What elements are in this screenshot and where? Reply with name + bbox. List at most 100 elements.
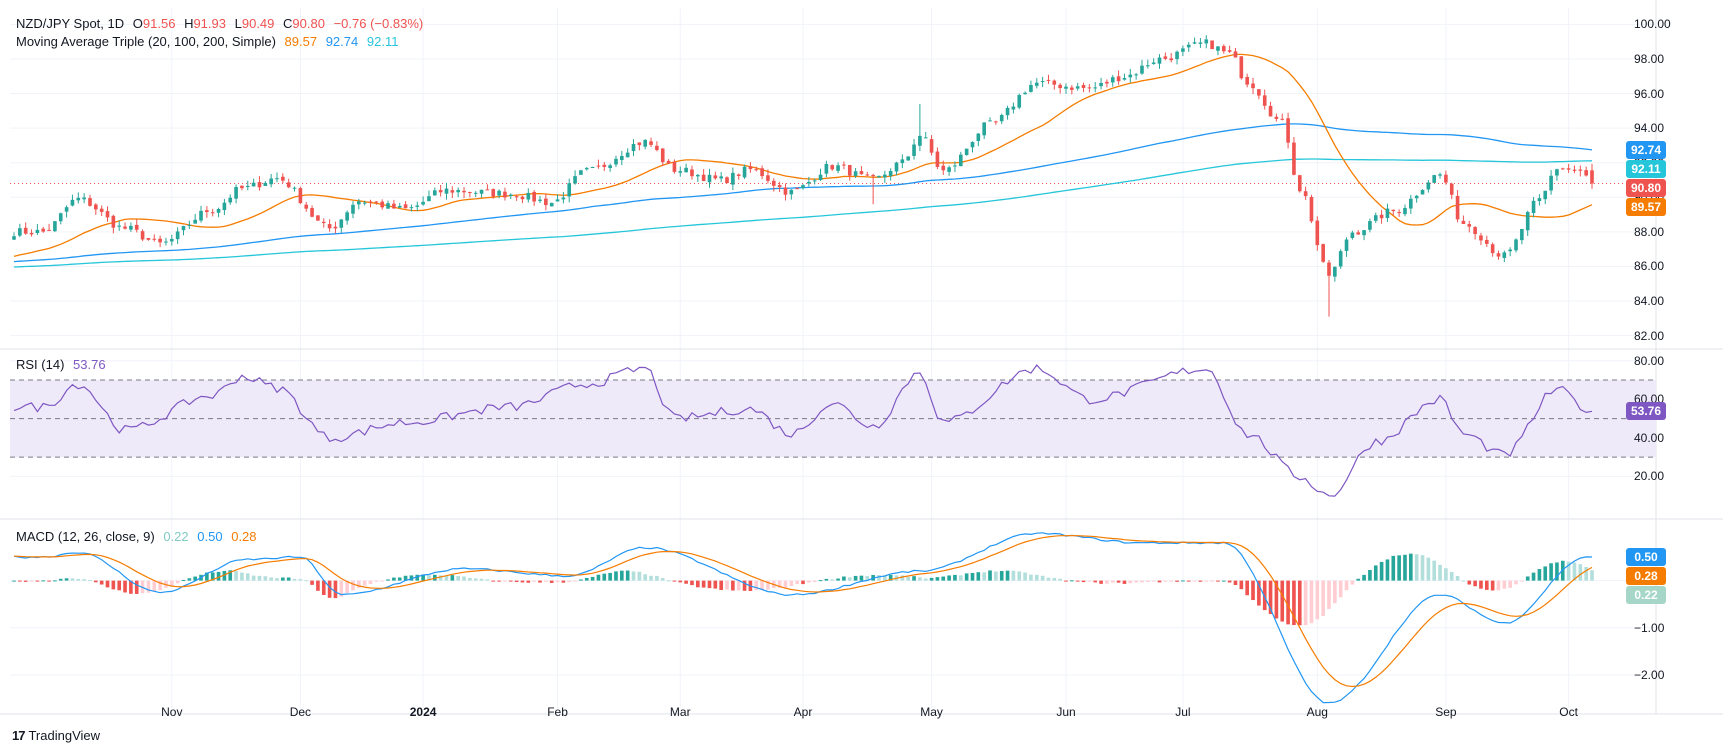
candle-body [532, 191, 536, 202]
candle-body [1093, 87, 1098, 89]
candle-body [1146, 65, 1150, 67]
candle-body [1572, 169, 1577, 171]
macd-tag: 0.28 [1626, 567, 1666, 586]
macd-histogram-bar [1268, 580, 1273, 615]
macd-histogram-bar [134, 580, 139, 594]
macd-histogram-bar [1005, 570, 1010, 581]
candle-body [1122, 77, 1127, 80]
time-tick-label: Jul [1175, 705, 1191, 719]
macd-histogram-bar [503, 580, 507, 582]
candle-body [970, 142, 975, 148]
candle-body [958, 154, 963, 167]
macd-histogram-bar [1414, 554, 1419, 581]
candle-body [1560, 168, 1565, 170]
candle-body [374, 201, 379, 203]
macd-histogram-bar [298, 579, 303, 581]
candle-body [134, 224, 139, 230]
macd-histogram-bar [351, 580, 355, 591]
candle-body [427, 196, 431, 202]
candle-body [1099, 82, 1103, 87]
macd-histogram-bar [41, 580, 46, 582]
candle-body [1017, 95, 1022, 108]
macd-histogram-bar [608, 572, 612, 581]
macd-name[interactable]: MACD (12, 26, close, 9) [16, 529, 155, 544]
macd-histogram-bar [1251, 580, 1255, 601]
candle-body [1555, 169, 1559, 176]
ma20-value: 89.57 [284, 34, 318, 49]
candle-body [602, 164, 607, 167]
candle-body [929, 139, 934, 153]
candle-body [754, 169, 759, 171]
macd-histogram-bar [374, 580, 379, 582]
candle-body [620, 155, 624, 161]
macd-histogram-bar [1397, 555, 1401, 581]
macd-histogram-bar [672, 580, 677, 582]
candle-body [187, 224, 192, 226]
candle-body [625, 152, 630, 158]
candle-body [35, 229, 40, 234]
time-tick-label: Dec [289, 705, 312, 719]
macd-histogram-bar [1368, 569, 1372, 581]
macd-histogram-bar [1297, 580, 1302, 626]
time-tick-label: Nov [161, 705, 183, 719]
candle-body [1409, 198, 1413, 209]
candle-body [1181, 48, 1185, 52]
candle-body [1011, 106, 1016, 110]
candle-body [871, 174, 875, 177]
candle-body [1245, 77, 1249, 85]
candle-body [538, 199, 542, 201]
macd-histogram-bar [1146, 580, 1150, 582]
macd-histogram-bar [1087, 580, 1092, 582]
macd-histogram-bar [1105, 580, 1109, 584]
tradingview-logo[interactable]: 17 TradingView [12, 728, 100, 743]
macd-histogram-bar [1157, 580, 1162, 583]
ma-name[interactable]: Moving Average Triple (20, 100, 200, Sim… [16, 34, 276, 49]
symbol-name[interactable]: NZD/JPY Spot, 1D [16, 16, 125, 31]
candle-body [1473, 227, 1477, 235]
price-tick-label: 86.00 [1634, 259, 1665, 274]
macd-histogram-bar [555, 580, 560, 583]
macd-histogram-bar [438, 575, 443, 581]
candle-body [392, 203, 396, 209]
candle-body [12, 236, 16, 240]
macd-histogram-bar [473, 578, 478, 581]
macd-histogram-bar [362, 580, 367, 586]
candle-body [1151, 62, 1156, 64]
macd-histogram-bar [912, 576, 916, 581]
macd-histogram-bar [18, 580, 22, 582]
candle-body [281, 176, 285, 181]
candle-body [690, 169, 694, 177]
candle-body [906, 156, 911, 161]
candle-body [614, 158, 618, 165]
candle-body [1286, 118, 1290, 143]
macd-histogram-bar [982, 572, 986, 581]
rsi-tick-label: 20.00 [1634, 469, 1665, 484]
macd-histogram-bar [795, 580, 799, 585]
rsi-name[interactable]: RSI (14) [16, 357, 65, 372]
macd-histogram-bar [1333, 580, 1337, 604]
macd-histogram-bar [789, 580, 794, 586]
macd-histogram-bar [549, 580, 554, 583]
macd-histogram-bar [1110, 580, 1115, 583]
macd-histogram-bar [1262, 580, 1267, 611]
macd-histogram-bar [754, 580, 759, 591]
macd-histogram-bar [117, 580, 122, 591]
macd-histogram-bar [1128, 580, 1133, 584]
change-value: −0.76 (−0.83%) [333, 16, 424, 31]
macd-histogram-bar [205, 572, 209, 581]
macd-histogram-bar [210, 572, 215, 581]
macd-histogram-bar [193, 576, 197, 581]
candle-body [725, 177, 729, 184]
macd-histogram-bar [1227, 580, 1232, 583]
candle-body [1251, 83, 1255, 89]
candle-body [158, 238, 162, 243]
macd-histogram-bar [263, 576, 268, 581]
macd-histogram-bar [1280, 580, 1285, 622]
candle-body [514, 196, 519, 198]
candle-body [53, 221, 57, 232]
candle-body [596, 165, 601, 167]
candle-body [64, 207, 69, 212]
macd-histogram-bar [731, 580, 735, 591]
candle-body [269, 178, 273, 185]
macd-histogram-bar [1572, 562, 1577, 581]
